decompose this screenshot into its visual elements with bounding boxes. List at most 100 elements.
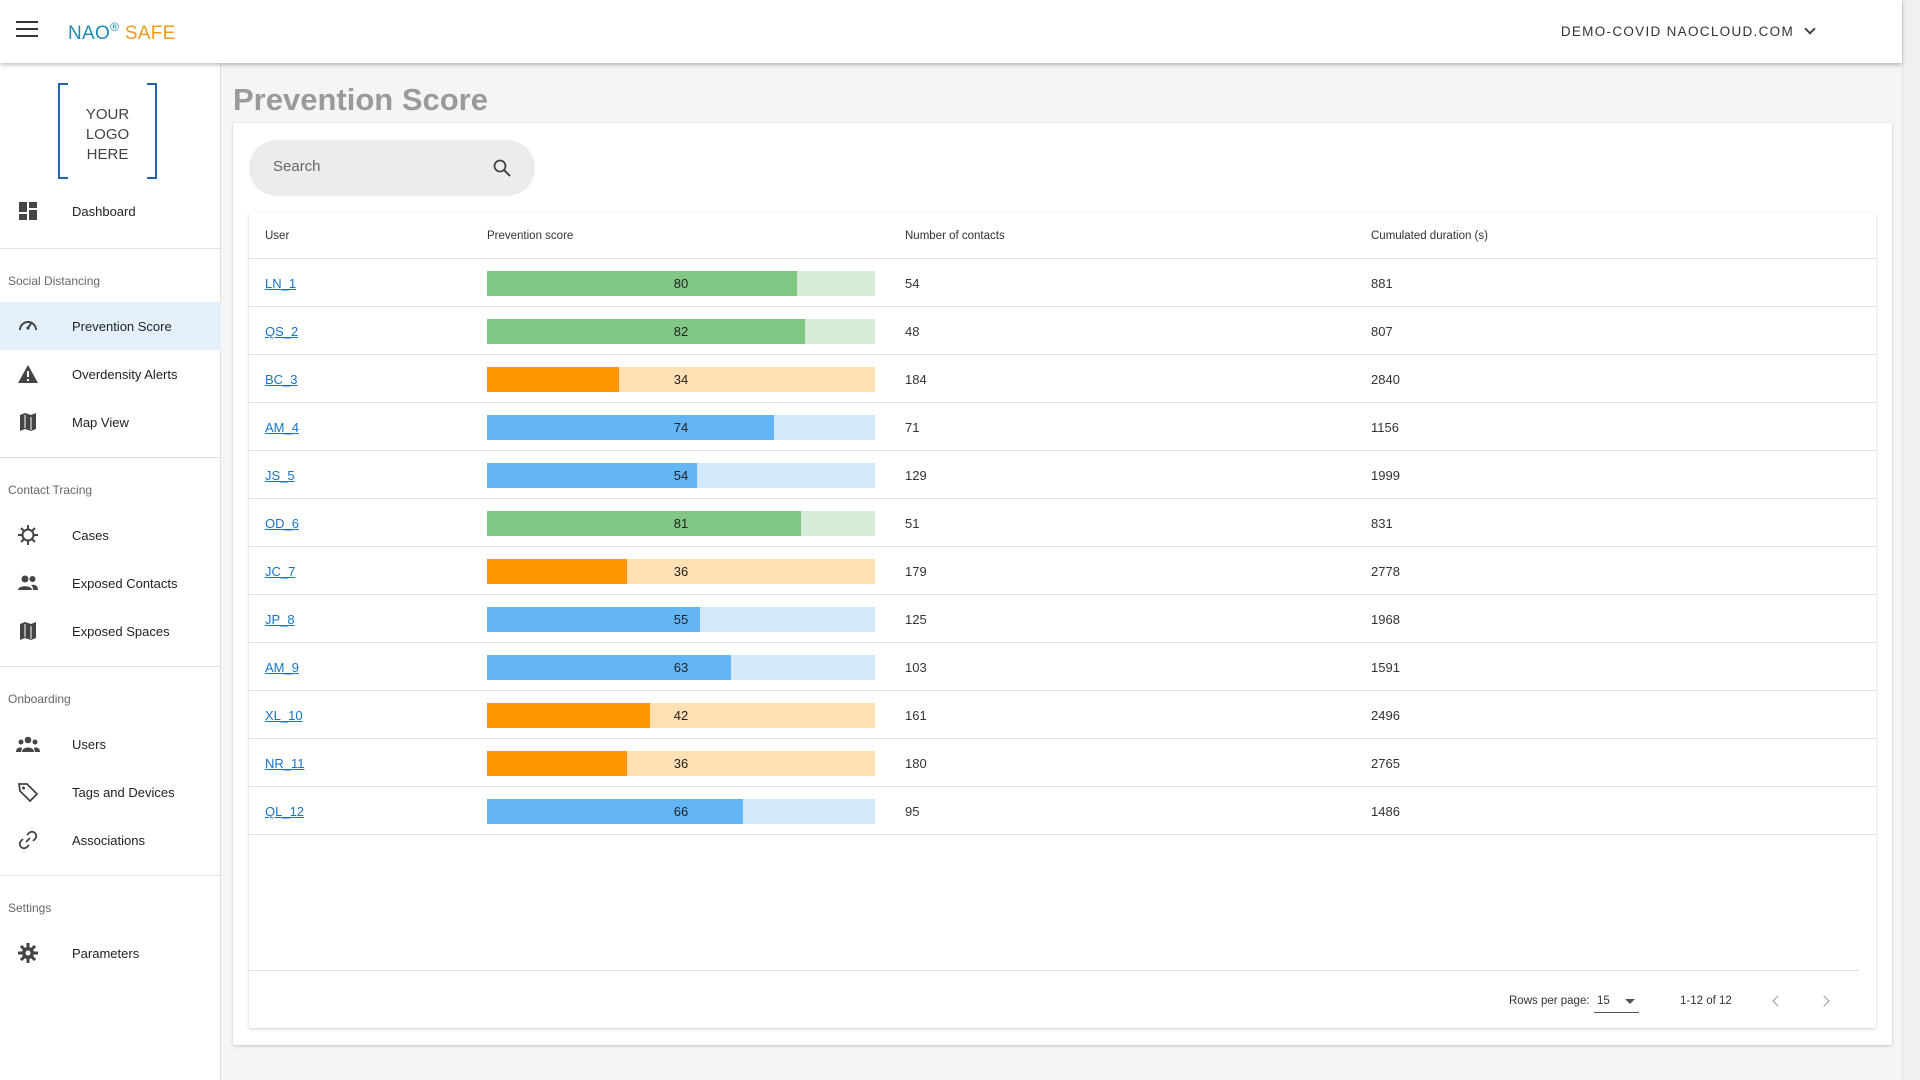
warning-icon bbox=[16, 362, 40, 386]
divider bbox=[0, 666, 221, 667]
next-page-button[interactable] bbox=[1814, 989, 1838, 1013]
score-bar-fill bbox=[487, 319, 806, 344]
contacts-value: 180 bbox=[905, 756, 927, 771]
divider bbox=[0, 457, 221, 458]
logo-placeholder: YOUR LOGO HERE bbox=[58, 83, 157, 179]
sidebar-item-tags-and-devices[interactable]: Tags and Devices bbox=[0, 768, 221, 816]
duration-value: 2778 bbox=[1371, 564, 1400, 579]
sidebar-item-exposed-spaces[interactable]: Exposed Spaces bbox=[0, 607, 221, 655]
score-bar: 74 bbox=[487, 415, 875, 440]
score-bar: 36 bbox=[487, 559, 875, 584]
score-value: 63 bbox=[673, 660, 689, 675]
search-icon[interactable] bbox=[492, 158, 512, 178]
score-bar: 81 bbox=[487, 511, 875, 536]
divider bbox=[249, 970, 1859, 971]
table-header: User Prevention score Number of contacts… bbox=[249, 213, 1876, 259]
score-bar: 63 bbox=[487, 655, 875, 680]
score-bar: 36 bbox=[487, 751, 875, 776]
score-bar: 34 bbox=[487, 367, 875, 392]
logo-line-2: LOGO bbox=[85, 126, 130, 143]
rows-per-page-select[interactable]: 15 bbox=[1594, 987, 1639, 1013]
column-header-number-of-contacts[interactable]: Number of contacts bbox=[905, 230, 1005, 242]
speedometer-icon bbox=[16, 314, 40, 338]
account-menu[interactable]: DEMO-COVID NAOCLOUD.COM bbox=[1561, 23, 1816, 39]
divider bbox=[0, 248, 221, 249]
sidebar-item-label: Overdensity Alerts bbox=[72, 366, 178, 382]
score-bar: 80 bbox=[487, 271, 875, 296]
table-row: JC_7 36 179 2778 bbox=[249, 547, 1876, 595]
section-settings: Settings bbox=[8, 901, 52, 915]
contacts-value: 103 bbox=[905, 660, 927, 675]
group-icon bbox=[16, 732, 40, 756]
score-value: 81 bbox=[673, 516, 689, 531]
sidebar-item-cases[interactable]: Cases bbox=[0, 511, 221, 559]
brand-registered: ® bbox=[110, 20, 120, 34]
sidebar-item-exposed-contacts[interactable]: Exposed Contacts bbox=[0, 559, 221, 607]
table-row: NR_11 36 180 2765 bbox=[249, 739, 1876, 787]
user-link[interactable]: QS_2 bbox=[265, 324, 299, 339]
section-onboarding: Onboarding bbox=[8, 692, 71, 706]
score-bar-fill bbox=[487, 511, 802, 536]
top-app-bar: NAO® SAFE DEMO-COVID NAOCLOUD.COM bbox=[0, 0, 1902, 63]
score-bar-fill bbox=[487, 271, 798, 296]
score-value: 80 bbox=[673, 276, 689, 291]
user-link[interactable]: AM_9 bbox=[265, 660, 299, 675]
logo-line-1: YOUR bbox=[85, 106, 130, 123]
table-row: AM_9 63 103 1591 bbox=[249, 643, 1876, 691]
virus-icon bbox=[16, 523, 40, 547]
sidebar-item-users[interactable]: Users bbox=[0, 720, 221, 768]
sidebar-item-prevention-score[interactable]: Prevention Score bbox=[0, 302, 221, 350]
caret-down-icon bbox=[1625, 999, 1635, 1004]
vertical-scrollbar[interactable] bbox=[1902, 0, 1920, 1080]
sidebar-item-map-view[interactable]: Map View bbox=[0, 398, 221, 446]
search-input[interactable] bbox=[273, 158, 473, 175]
score-bar-fill bbox=[487, 415, 775, 440]
user-link[interactable]: JS_5 bbox=[265, 468, 295, 483]
duration-value: 2496 bbox=[1371, 708, 1400, 723]
previous-page-button[interactable] bbox=[1764, 989, 1788, 1013]
user-link[interactable]: JP_8 bbox=[265, 612, 295, 627]
sidebar-item-label: Cases bbox=[72, 527, 109, 543]
table-row: XL_10 42 161 2496 bbox=[249, 691, 1876, 739]
contacts-value: 51 bbox=[905, 516, 920, 531]
user-link[interactable]: LN_1 bbox=[265, 276, 297, 291]
score-bar-fill bbox=[487, 751, 627, 776]
column-header-prevention-score[interactable]: Prevention score bbox=[487, 230, 574, 242]
section-social-distancing: Social Distancing bbox=[8, 274, 101, 288]
contacts-value: 48 bbox=[905, 324, 920, 339]
sidebar-item-label: Associations bbox=[72, 832, 145, 848]
sidebar-item-associations[interactable]: Associations bbox=[0, 816, 221, 864]
logo-line-3: HERE bbox=[86, 146, 129, 163]
duration-value: 2840 bbox=[1371, 372, 1400, 387]
sidebar-item-parameters[interactable]: Parameters bbox=[0, 929, 221, 977]
contacts-value: 71 bbox=[905, 420, 920, 435]
duration-value: 881 bbox=[1371, 276, 1393, 291]
table-row: LN_1 80 54 881 bbox=[249, 259, 1876, 307]
sidebar-item-label: Exposed Spaces bbox=[72, 623, 170, 639]
user-link[interactable]: OD_6 bbox=[265, 516, 299, 531]
contacts-value: 179 bbox=[905, 564, 927, 579]
brand-safe: SAFE bbox=[119, 23, 176, 44]
column-header-cumulated-duration[interactable]: Cumulated duration (s) bbox=[1371, 230, 1488, 242]
score-value: 36 bbox=[673, 564, 689, 579]
gear-icon bbox=[16, 941, 40, 965]
contacts-value: 129 bbox=[905, 468, 927, 483]
user-link[interactable]: NR_11 bbox=[265, 756, 305, 771]
contacts-value: 95 bbox=[905, 804, 920, 819]
score-value: 42 bbox=[673, 708, 689, 723]
column-header-user[interactable]: User bbox=[265, 230, 290, 242]
score-value: 36 bbox=[673, 756, 689, 771]
score-bar-fill bbox=[487, 607, 701, 632]
sidebar-item-overdensity-alerts[interactable]: Overdensity Alerts bbox=[0, 350, 221, 398]
duration-value: 1968 bbox=[1371, 612, 1400, 627]
user-link[interactable]: XL_10 bbox=[265, 708, 303, 723]
hamburger-menu-icon[interactable] bbox=[16, 21, 38, 37]
sidebar-item-dashboard[interactable]: Dashboard bbox=[0, 187, 221, 235]
user-link[interactable]: BC_3 bbox=[265, 372, 298, 387]
brand-logo[interactable]: NAO® SAFE bbox=[68, 20, 176, 45]
sidebar-item-label: Dashboard bbox=[72, 203, 136, 219]
score-bar-fill bbox=[487, 463, 697, 488]
user-link[interactable]: JC_7 bbox=[265, 564, 296, 579]
user-link[interactable]: QL_12 bbox=[265, 804, 305, 819]
user-link[interactable]: AM_4 bbox=[265, 420, 299, 435]
